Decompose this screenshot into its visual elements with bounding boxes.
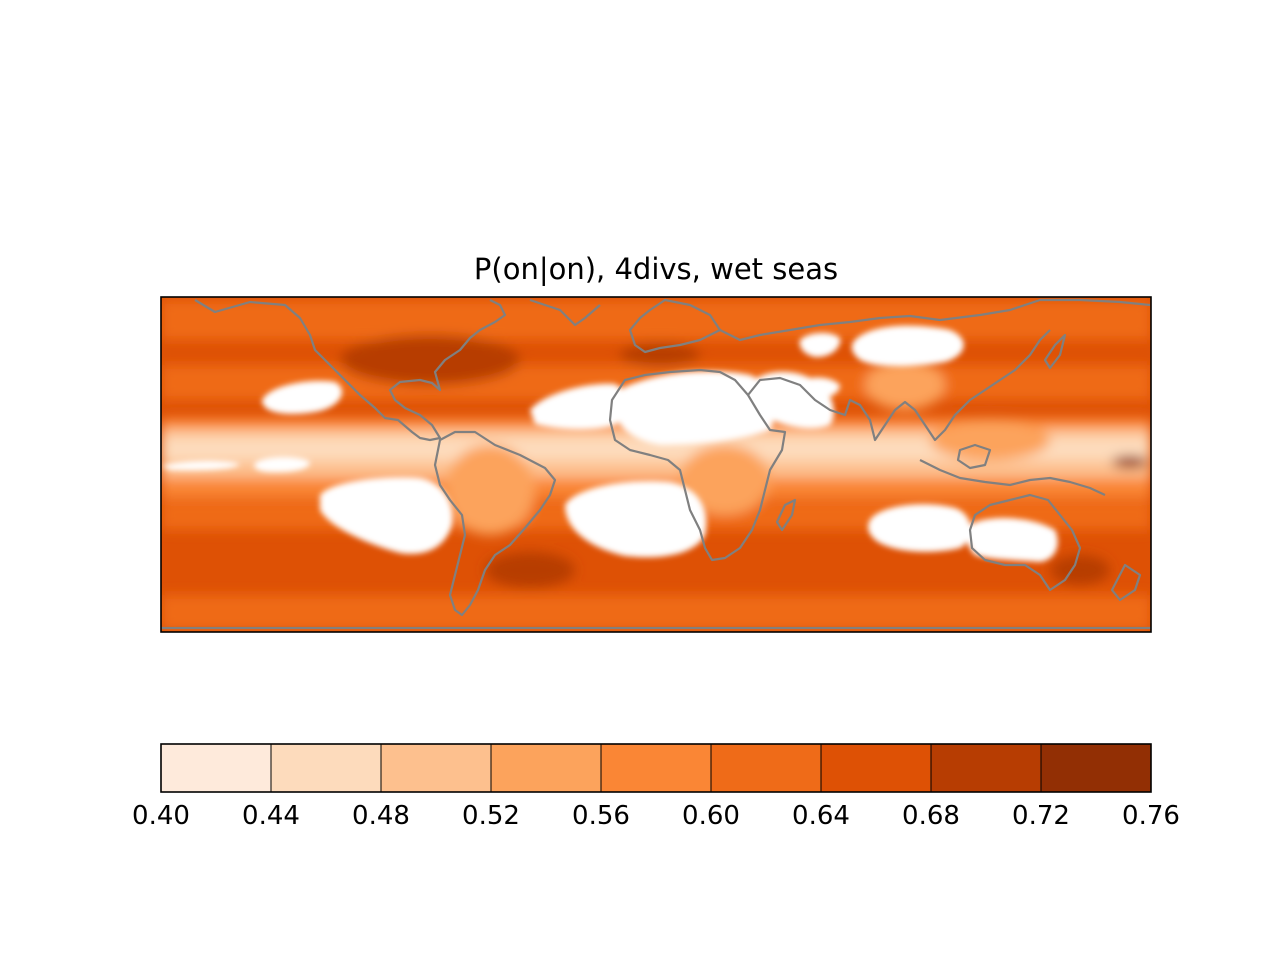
coast-japan	[1043, 333, 1067, 370]
mask-north-atlantic	[530, 383, 626, 430]
coast-arabia-india	[747, 329, 1051, 442]
coastlines	[161, 298, 1151, 630]
chart-title: P(on|on), 4divs, wet seas	[474, 252, 838, 286]
mask-iran	[794, 377, 840, 399]
colorbar	[160, 743, 1152, 793]
coast-south-america	[433, 430, 557, 617]
coast-new-zealand	[1110, 563, 1142, 602]
colorbar-tick-label: 0.52	[462, 801, 520, 831]
patch-south-atlantic	[485, 552, 575, 588]
colorbar-segment	[160, 743, 272, 793]
colorbar-tick-label: 0.76	[1122, 801, 1180, 831]
colorbar-ticks: 0.40 0.44 0.48 0.52 0.56 0.60 0.64 0.68 0.72 0.76	[132, 801, 1180, 831]
colorbar-segment	[490, 743, 602, 793]
mask-sahara	[610, 371, 775, 445]
map-frame	[160, 296, 1152, 633]
colorbar-segment	[820, 743, 932, 793]
patch-amazon	[445, 445, 535, 535]
mask-far-pacific	[162, 460, 240, 471]
mask-south-atlantic	[565, 481, 707, 558]
colorbar-segment	[1040, 743, 1152, 793]
patch-mediterranean	[620, 343, 700, 367]
mask-australia	[966, 518, 1058, 562]
coast-africa	[608, 368, 787, 562]
map-panel	[161, 297, 1151, 632]
coast-eurasia	[719, 298, 1151, 342]
colorbar-tick-label: 0.64	[792, 801, 850, 831]
patch-central-africa	[680, 445, 770, 515]
coast-madagascar	[775, 498, 797, 532]
colorbar-tick-label: 0.60	[682, 801, 740, 831]
colorbar-tick-label: 0.56	[572, 801, 630, 831]
mask-central-pacific	[254, 456, 310, 473]
patch-south-asia	[865, 360, 945, 410]
patch-south-pacific	[1050, 555, 1110, 585]
coast-australia	[968, 493, 1082, 592]
mask-north-pacific-east	[262, 380, 343, 415]
colorbar-tick-label: 0.72	[1012, 801, 1070, 831]
coast-borneo	[956, 443, 992, 470]
patch-north-america	[340, 335, 520, 385]
colorbar-tick-label: 0.68	[902, 801, 960, 831]
colorbar-tick-label: 0.40	[132, 801, 190, 831]
colorbar-segment	[380, 743, 492, 793]
colorbar-segment	[270, 743, 382, 793]
coast-indonesia	[919, 459, 1106, 496]
mask-caspian	[799, 332, 841, 358]
colorbar-segment	[930, 743, 1042, 793]
colorbar-tick-label: 0.48	[352, 801, 410, 831]
mask-south-indian	[868, 504, 971, 552]
masked-regions	[162, 325, 1058, 562]
colorbar-segment	[710, 743, 822, 793]
mask-central-asia	[851, 325, 964, 367]
colorbar-frame	[160, 743, 1152, 793]
field-south-band	[161, 595, 1151, 630]
colorbar-tick-label: 0.44	[242, 801, 300, 831]
coast-north-america	[194, 299, 507, 442]
colorbar-segment	[600, 743, 712, 793]
mask-south-pacific-east	[320, 477, 453, 554]
coast-greenland	[529, 298, 601, 327]
patch-west-pacific	[1112, 456, 1148, 468]
